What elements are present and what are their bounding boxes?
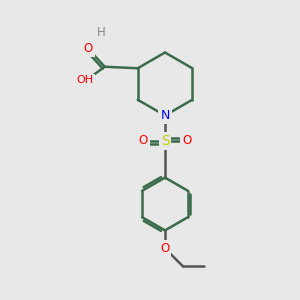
Text: S: S [160,134,169,148]
Text: N: N [160,109,170,122]
Text: O: O [139,134,148,148]
Text: O: O [160,242,169,255]
Text: O: O [84,42,93,55]
Text: O: O [182,134,191,148]
Text: OH: OH [76,75,93,85]
Text: H: H [97,26,106,39]
